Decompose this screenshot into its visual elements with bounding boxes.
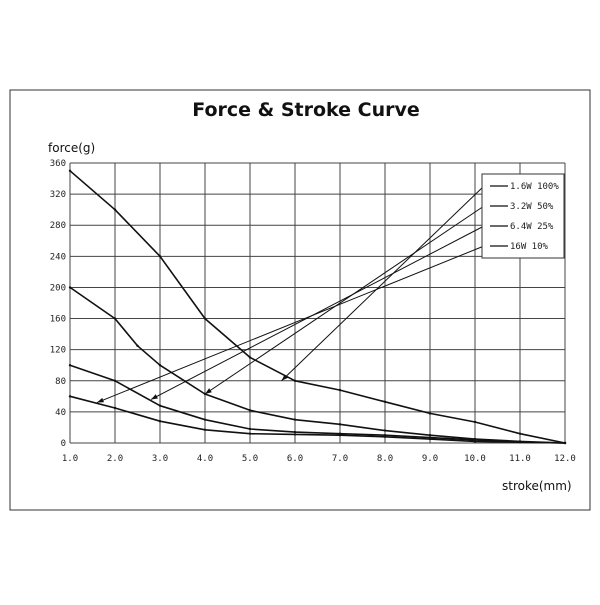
pointer-arrowhead (97, 397, 104, 403)
y-tick-label: 0 (61, 439, 66, 449)
data-point (113, 317, 117, 320)
data-point (113, 208, 117, 211)
data-point (293, 418, 297, 421)
legend: 1.6W 100% 3.2W 50% 6.4W 25% 16W 10% (481, 173, 565, 259)
data-point (428, 412, 432, 415)
x-tick-label: 10.0 (464, 454, 486, 464)
x-tick-label: 7.0 (332, 454, 348, 464)
data-point (473, 440, 477, 443)
data-point (338, 434, 342, 437)
y-tick-label: 160 (50, 315, 66, 325)
data-point (203, 317, 207, 320)
data-point (113, 379, 117, 382)
data-point (203, 428, 207, 431)
data-point (563, 441, 567, 445)
x-tick-label: 2.0 (107, 454, 123, 464)
x-tick-label: 12.0 (554, 454, 576, 464)
data-point (158, 420, 162, 423)
x-tick-label: 5.0 (242, 454, 258, 464)
data-point (383, 400, 387, 403)
chart-frame (9, 89, 591, 511)
y-tick-label: 40 (55, 408, 66, 418)
data-point (68, 364, 72, 367)
data-point (68, 169, 72, 172)
data-point (428, 434, 432, 437)
series-line (69, 395, 566, 444)
tick-labels: 1.0 2.0 3.0 4.0 5.0 6.0 7.0 8.0 9.0 10.0 11.0 12.0 0… (50, 159, 576, 464)
data-point (473, 420, 477, 424)
y-tick-label: 360 (50, 159, 66, 169)
data-point (158, 404, 162, 407)
data-point (293, 379, 297, 382)
y-tick-label: 200 (50, 283, 66, 293)
data-point (248, 427, 252, 431)
x-tick-label: 1.0 (62, 454, 78, 464)
data-point (248, 432, 252, 435)
data-point (68, 395, 72, 398)
data-point (158, 364, 162, 367)
data-point (383, 429, 387, 432)
pointer-line (281, 185, 485, 382)
data-point (68, 286, 72, 289)
x-tick-label: 8.0 (377, 454, 393, 464)
pointer-line (204, 205, 485, 395)
y-tick-label: 240 (50, 252, 66, 262)
chart-title: Force & Stroke Curve (192, 99, 420, 121)
legend-entry: 16W 10% (510, 242, 549, 252)
data-point (518, 441, 522, 444)
data-point (338, 388, 342, 392)
pointer-line (96, 245, 485, 404)
legend-entry: 1.6W 100% (510, 182, 559, 192)
data-point (293, 430, 297, 434)
legend-box (481, 173, 565, 259)
data-point (338, 423, 342, 426)
legend-entry: 6.4W 25% (510, 222, 554, 232)
data-point (158, 255, 162, 258)
pointer-line (150, 225, 485, 400)
y-tick-label: 280 (50, 221, 66, 231)
legend-pointers (96, 185, 485, 404)
data-point (248, 356, 252, 359)
y-tick-label: 80 (55, 377, 66, 387)
data-point (428, 437, 432, 441)
y-tick-label: 320 (50, 190, 66, 200)
data-point (518, 432, 522, 435)
pointer-arrowhead (281, 374, 288, 381)
legend-entry: 3.2W 50% (510, 202, 554, 212)
y-tick-label: 120 (50, 346, 66, 356)
series-line (69, 364, 566, 444)
data-point (248, 409, 252, 412)
x-tick-label: 11.0 (509, 454, 531, 464)
x-tick-label: 3.0 (152, 454, 168, 464)
x-axis-label: stroke(mm) (502, 479, 572, 493)
pointer-arrowhead (205, 388, 212, 394)
x-tick-label: 4.0 (197, 454, 213, 464)
series-line (69, 170, 566, 444)
y-axis-label: force(g) (48, 141, 95, 155)
x-tick-label: 6.0 (287, 454, 303, 464)
data-point (293, 433, 297, 436)
pointer-arrowhead (151, 394, 158, 400)
data-point (203, 418, 207, 421)
series-lines (68, 169, 567, 445)
data-point (136, 344, 139, 347)
x-tick-label: 9.0 (422, 454, 438, 464)
data-point (113, 406, 117, 410)
data-point (383, 435, 387, 438)
